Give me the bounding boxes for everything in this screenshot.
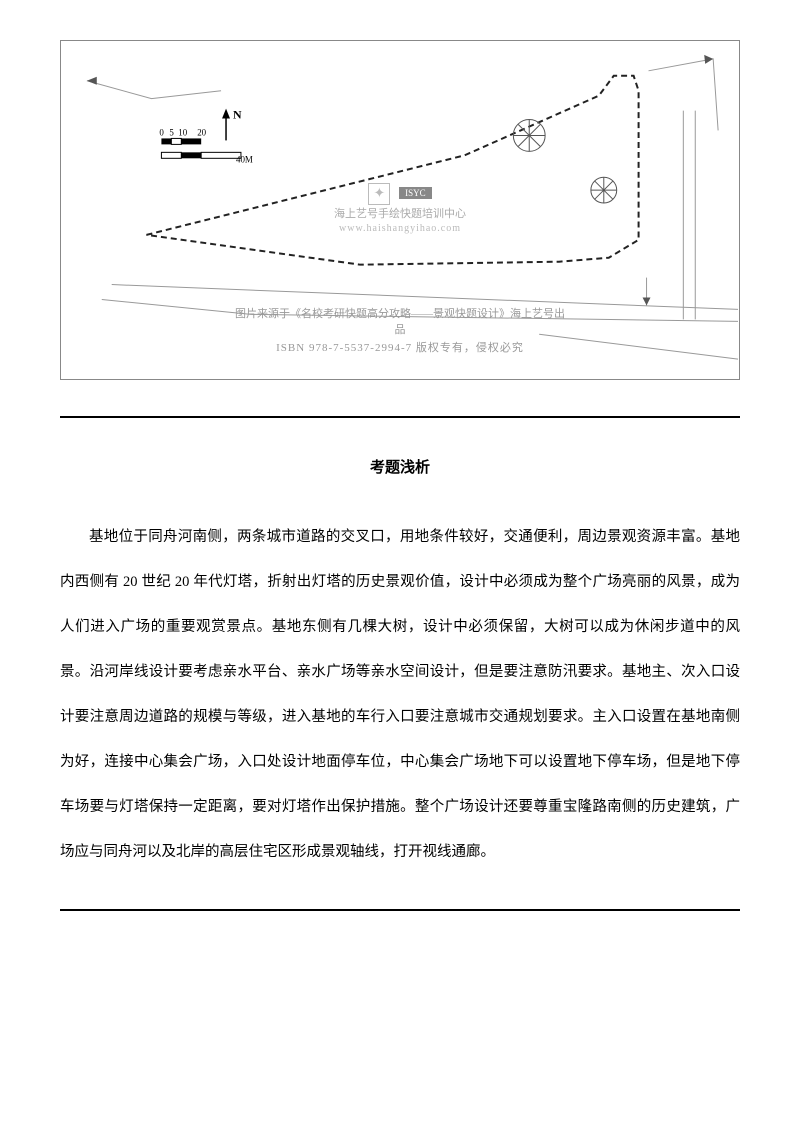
svg-text:20: 20 — [197, 127, 206, 137]
analysis-paragraph: 基地位于同舟河南侧，两条城市道路的交叉口，用地条件较好，交通便利，周边景观资源丰… — [60, 515, 740, 875]
divider-bottom — [60, 909, 740, 911]
watermark-url: www.haishangyihao.com — [334, 223, 466, 234]
watermark-banner: ISYC — [399, 187, 432, 199]
svg-text:10: 10 — [178, 127, 187, 137]
svg-text:0: 0 — [159, 127, 164, 137]
watermark: ISYC 海上艺号手绘快题培训中心 www.haishangyihao.com — [334, 183, 466, 234]
caption-line-1: 图片来源于《名校考研快题高分攻略——景观快题设计》海上艺号出品 — [231, 305, 570, 337]
watermark-title: 海上艺号手绘快题培训中心 — [334, 208, 466, 220]
svg-text:5: 5 — [169, 127, 174, 137]
site-plan-figure: 0 5 10 20 40M N ISYC 海上艺号手绘快题培训中心 www.ha… — [60, 40, 740, 380]
section-title: 考题浅析 — [60, 456, 740, 477]
site-boundary — [147, 76, 639, 265]
scale-bar: 0 5 10 20 40M N — [159, 108, 252, 165]
figure-caption: 图片来源于《名校考研快题高分攻略——景观快题设计》海上艺号出品 ISBN 978… — [231, 305, 570, 355]
svg-text:N: N — [233, 108, 242, 122]
caption-line-2: ISBN 978-7-5537-2994-7 版权专有，侵权必究 — [231, 339, 570, 355]
tree-symbols — [513, 120, 616, 204]
svg-text:40M: 40M — [236, 154, 253, 164]
divider-top — [60, 416, 740, 418]
watermark-logo-icon — [368, 183, 390, 205]
